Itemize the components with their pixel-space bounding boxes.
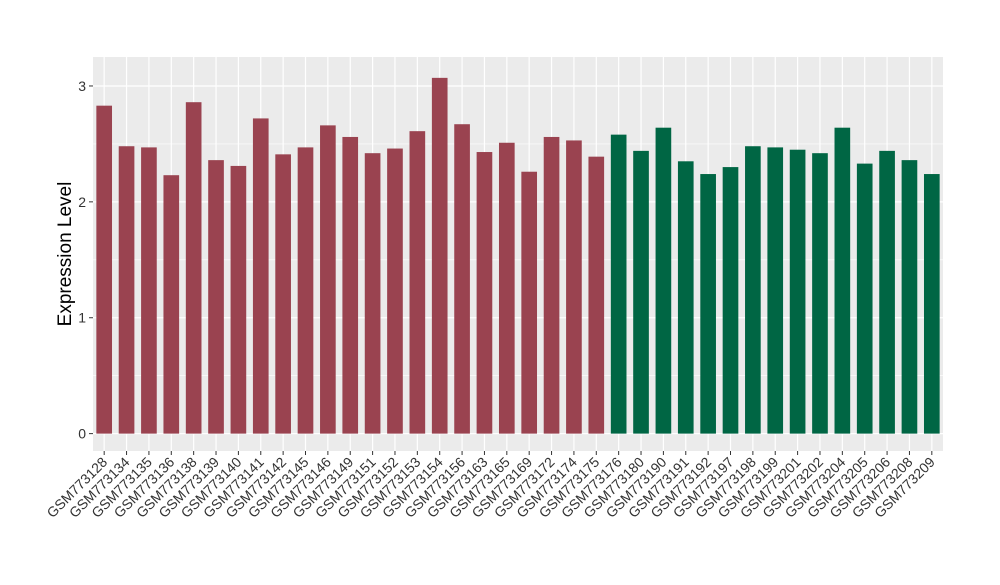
bar-GSM773165 bbox=[498, 142, 515, 434]
bar-GSM773145 bbox=[297, 147, 314, 434]
bar-GSM773141 bbox=[252, 118, 269, 434]
bar-GSM773135 bbox=[141, 147, 157, 434]
bar-GSM773138 bbox=[185, 102, 202, 434]
bar-GSM773134 bbox=[118, 146, 135, 434]
bar-GSM773174 bbox=[566, 140, 582, 434]
bar-GSM773163 bbox=[476, 152, 493, 434]
bar-GSM773192 bbox=[700, 174, 716, 434]
y-tick-label: 2 bbox=[78, 194, 86, 210]
y-tick-label: 0 bbox=[78, 426, 86, 442]
bar-GSM773140 bbox=[230, 165, 247, 434]
bar-GSM773197 bbox=[722, 167, 739, 434]
y-tick-label: 3 bbox=[78, 78, 86, 94]
y-axis-label: Expression Level bbox=[55, 182, 76, 327]
bar-GSM773156 bbox=[454, 124, 470, 434]
bar-GSM773151 bbox=[364, 153, 381, 434]
bar-GSM773198 bbox=[745, 146, 761, 434]
bar-GSM773153 bbox=[409, 131, 426, 434]
bar-GSM773199 bbox=[767, 147, 784, 434]
bar-GSM773191 bbox=[677, 161, 694, 434]
bar-GSM773136 bbox=[163, 175, 180, 434]
bar-GSM773175 bbox=[588, 156, 605, 434]
bar-GSM773169 bbox=[521, 171, 538, 434]
bar-GSM773172 bbox=[543, 136, 560, 434]
bar-GSM773206 bbox=[879, 150, 895, 434]
bar-GSM773146 bbox=[320, 125, 336, 434]
bar-GSM773190 bbox=[655, 127, 672, 434]
bar-GSM773152 bbox=[387, 148, 403, 434]
bar-GSM773205 bbox=[856, 163, 873, 434]
y-tick-label: 1 bbox=[78, 310, 86, 326]
bar-GSM773202 bbox=[812, 153, 828, 434]
bar-GSM773176 bbox=[610, 134, 627, 434]
bar-GSM773139 bbox=[208, 160, 224, 434]
bar-GSM773209 bbox=[923, 174, 940, 434]
bar-GSM773142 bbox=[275, 154, 291, 434]
x-axis: GSM773128GSM773134GSM773135GSM773136GSM7… bbox=[43, 451, 938, 521]
bar-GSM773180 bbox=[633, 150, 649, 434]
bars bbox=[96, 77, 940, 434]
bar-GSM773204 bbox=[834, 127, 851, 434]
bar-GSM773149 bbox=[342, 136, 359, 434]
y-axis: 0 1 2 3 bbox=[78, 78, 93, 442]
bar-GSM773128 bbox=[96, 105, 113, 434]
bar-GSM773154 bbox=[431, 77, 448, 434]
bar-GSM773208 bbox=[901, 160, 918, 434]
bar-GSM773201 bbox=[789, 149, 806, 434]
